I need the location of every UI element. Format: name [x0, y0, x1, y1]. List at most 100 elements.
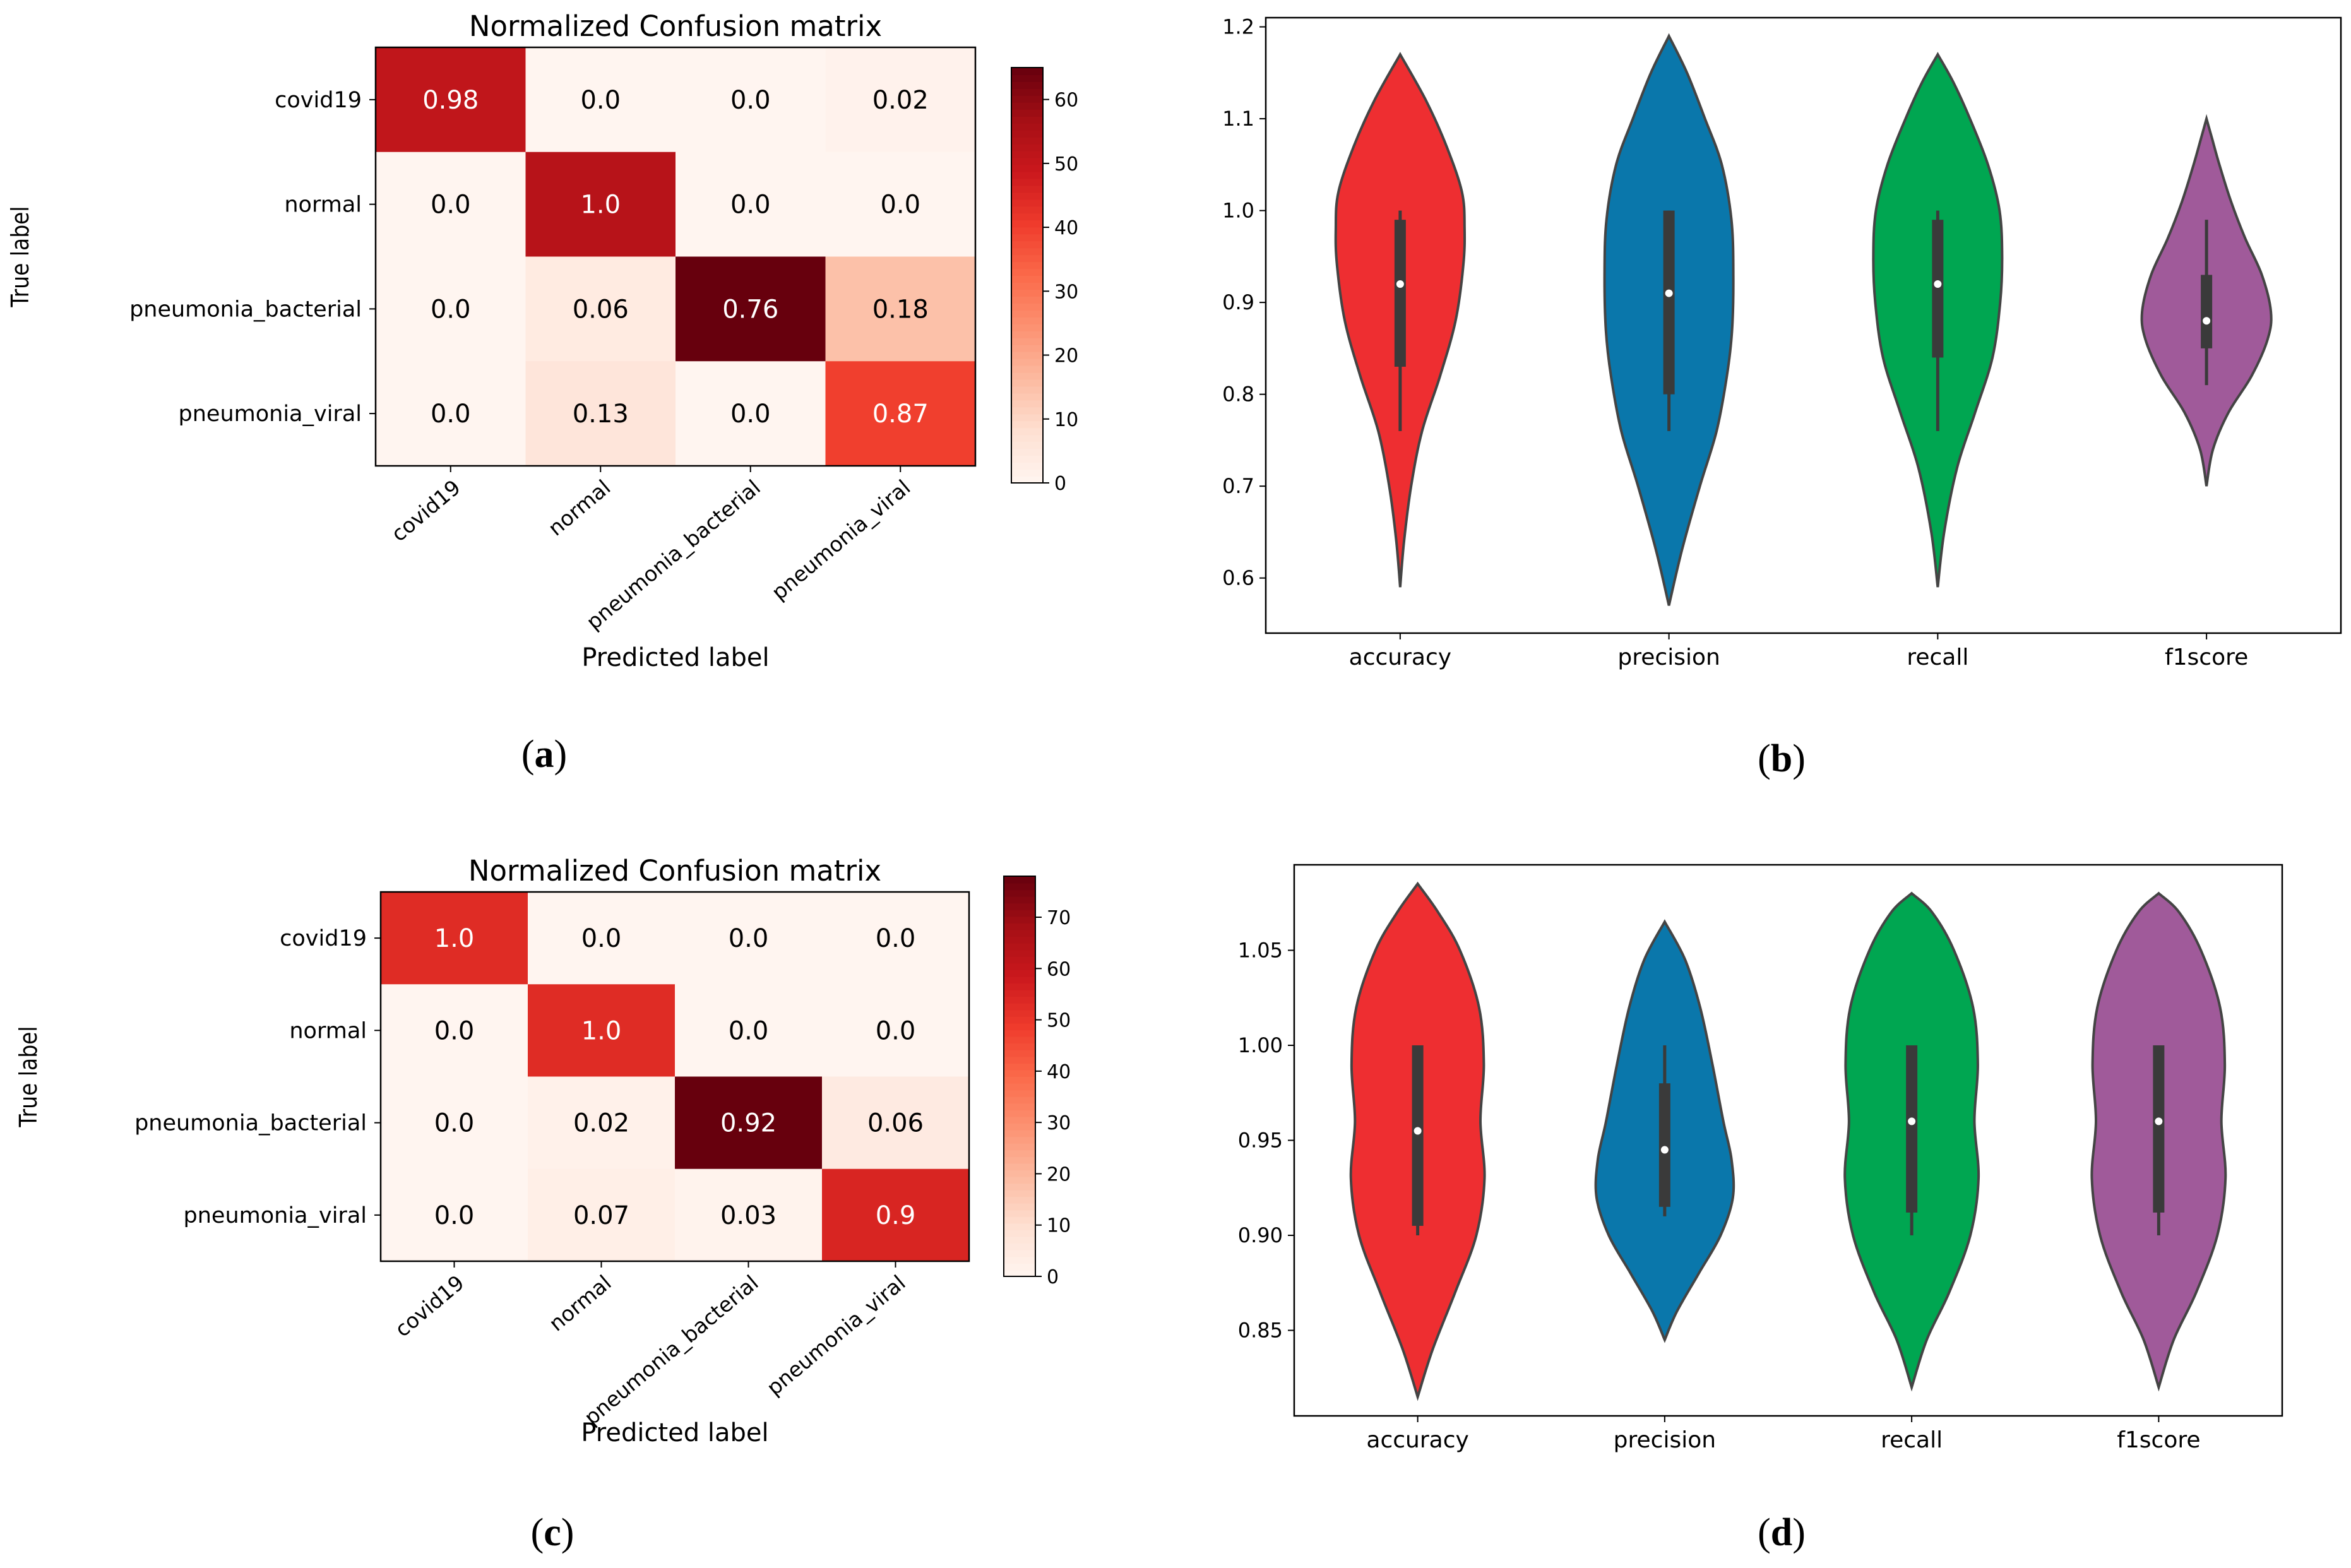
colorbar-segment — [1011, 199, 1043, 207]
matrix-cell — [676, 361, 826, 466]
colorbar-segment — [1011, 344, 1043, 352]
plot-frame — [1265, 16, 2342, 634]
colorbar-segment — [1011, 420, 1043, 429]
colorbar-segment — [1011, 171, 1043, 179]
colorbar-segment — [1011, 448, 1043, 456]
colorbar-segment — [1004, 1216, 1035, 1224]
colorbar-segment — [1004, 1249, 1035, 1257]
colorbar-segment — [1011, 434, 1043, 442]
matrix-cell-label: 0.0 — [729, 1016, 769, 1045]
matrix-cell-label: 0.0 — [431, 400, 471, 429]
colorbar-segment — [1004, 1076, 1035, 1084]
colorbar-segment — [1004, 956, 1035, 964]
colorbar-segment — [1004, 1049, 1035, 1057]
caption-part: c — [544, 1511, 561, 1554]
colorbar-segment — [1011, 462, 1043, 470]
matrix-cell — [822, 1076, 970, 1170]
matrix-cell-label: 0.0 — [729, 924, 769, 953]
colorbar-segment — [1004, 1009, 1035, 1017]
colorbar-segment — [1004, 916, 1035, 924]
colorbar-segment — [1011, 302, 1043, 311]
panel-caption: (d) — [1758, 1511, 1806, 1554]
matrix-cell — [675, 1168, 823, 1262]
violin-median-dot — [2203, 317, 2211, 325]
y-tick-label: normal — [284, 193, 362, 218]
colorbar-segment — [1011, 150, 1043, 158]
matrix-cell-label: 0.07 — [573, 1201, 629, 1230]
colorbar-segment — [1011, 323, 1043, 331]
matrix-frame — [374, 46, 977, 467]
colorbar-segment — [1004, 922, 1035, 930]
colorbar-segment — [1004, 1262, 1035, 1271]
colorbar-segment — [1011, 316, 1043, 324]
panel-captions: (a) (b)(c) (d) — [521, 733, 1806, 1554]
matrix-cell-label: 1.0 — [580, 191, 621, 220]
colorbar-segment — [1004, 1243, 1035, 1250]
violin-iqr-box — [1906, 1045, 1918, 1213]
matrix-cell — [525, 151, 676, 257]
y-tick-label: pneumonia_viral — [184, 1203, 367, 1228]
colorbar-segment — [1004, 976, 1035, 984]
colorbar-tick-label: 30 — [1054, 281, 1078, 303]
colorbar-segment — [1011, 206, 1043, 214]
colorbar-segment — [1011, 441, 1043, 449]
matrix-cell — [381, 892, 528, 985]
caption-part: b — [1771, 737, 1792, 780]
colorbar-segment — [1004, 882, 1035, 891]
colorbar-segment — [1004, 1156, 1035, 1164]
colorbar-segment — [1011, 330, 1043, 338]
colorbar-segment — [1011, 413, 1043, 422]
colorbar-segment — [1004, 1176, 1035, 1184]
matrix-cell — [381, 1168, 528, 1262]
x-tick-label: recall — [1881, 1427, 1943, 1453]
colorbar-segment — [1004, 1023, 1035, 1031]
colorbar-segment — [1004, 889, 1035, 897]
colorbar-segment — [1011, 213, 1043, 221]
caption-part: a — [535, 733, 554, 776]
matrix-cell-label: 0.9 — [876, 1201, 916, 1230]
matrix-cell-label: 0.0 — [876, 1016, 916, 1045]
x-axis-label: Predicted label — [581, 1418, 768, 1447]
y-tick-label: normal — [289, 1018, 367, 1043]
y-tick-label: pneumonia_viral — [179, 401, 362, 427]
matrix-cell-label: 0.76 — [722, 295, 778, 324]
caption-part: d — [1771, 1511, 1792, 1554]
matrix-cell-label: 0.0 — [581, 924, 622, 953]
colorbar-segment — [1004, 1169, 1035, 1177]
violin-median-dot — [1414, 1127, 1422, 1135]
y-tick-label: 1.2 — [1222, 15, 1254, 39]
colorbar-segment — [1011, 234, 1043, 242]
colorbar-segment — [1004, 929, 1035, 937]
matrix-cell — [676, 47, 826, 153]
matrix-cell-label: 0.0 — [431, 191, 471, 220]
colorbar-segment — [1011, 476, 1043, 484]
colorbar-segment — [1011, 136, 1043, 145]
colorbar-segment — [1004, 1043, 1035, 1050]
violin-iqr-box — [2201, 275, 2213, 348]
violin-iqr-box — [1658, 1083, 1670, 1207]
matrix-cell-label: 1.0 — [434, 924, 475, 953]
colorbar-segment — [1011, 88, 1043, 96]
y-tick-label: 0.7 — [1222, 474, 1254, 498]
y-tick-label: 0.95 — [1238, 1129, 1283, 1153]
colorbar-tick-label: 10 — [1047, 1215, 1071, 1237]
colorbar-frame — [1011, 67, 1044, 484]
panel-caption: (c) — [531, 1511, 574, 1554]
y-tick-label: covid19 — [275, 88, 362, 113]
colorbar-segment — [1011, 122, 1043, 131]
violin-iqr-box — [1412, 1045, 1424, 1226]
x-tick-label: precision — [1614, 1427, 1716, 1453]
violin-median-dot — [1908, 1117, 1916, 1126]
colorbar-segment — [1004, 1196, 1035, 1204]
colorbar-segment — [1004, 1030, 1035, 1037]
y-tick-label: 0.8 — [1222, 383, 1254, 407]
matrix-cell-label: 0.92 — [720, 1109, 777, 1138]
colorbar-segment — [1004, 903, 1035, 910]
caption-part: ( — [531, 1511, 544, 1554]
matrix-cell — [525, 47, 676, 153]
y-tick-label: 0.9 — [1222, 290, 1254, 314]
colorbar-segment — [1011, 74, 1043, 82]
colorbar-segment — [1004, 1269, 1035, 1277]
violin-median-dot — [1665, 289, 1673, 297]
